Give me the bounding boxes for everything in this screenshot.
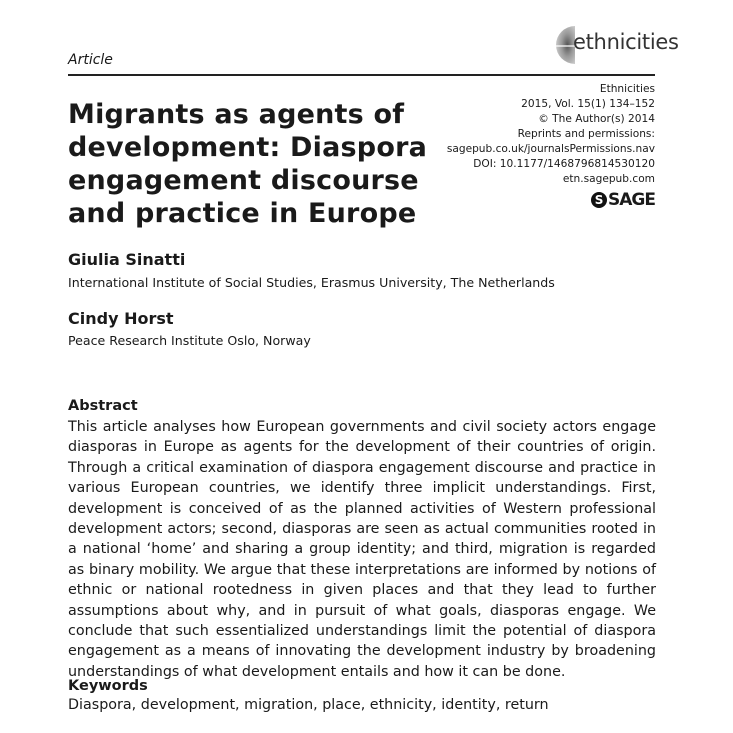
globe-icon xyxy=(556,26,575,64)
author-name: Giulia Sinatti xyxy=(68,250,186,269)
article-type-label: Article xyxy=(68,52,113,68)
publication-meta: Ethnicities 2015, Vol. 15(1) 134–152 © T… xyxy=(447,82,655,187)
doi[interactable]: DOI: 10.1177/1468796814530120 xyxy=(473,158,655,170)
author-name: Cindy Horst xyxy=(68,309,174,328)
copyright: © The Author(s) 2014 xyxy=(538,113,655,125)
author-affiliation: International Institute of Social Studie… xyxy=(68,275,555,290)
header-rule xyxy=(68,74,655,76)
reprints-label: Reprints and permissions: xyxy=(517,128,655,140)
abstract-heading: Abstract xyxy=(68,398,138,414)
sage-logo-text: SAGE xyxy=(608,190,656,210)
keywords-text: Diaspora, development, migration, place,… xyxy=(68,697,549,713)
journal-url[interactable]: etn.sagepub.com xyxy=(562,173,655,185)
sage-s-icon: S xyxy=(591,192,608,208)
permissions-link[interactable]: sagepub.co.uk/journalsPermissions.nav xyxy=(446,143,655,155)
keywords-heading: Keywords xyxy=(68,678,148,694)
journal-name: Ethnicities xyxy=(599,83,655,95)
sage-logo: S SAGE xyxy=(591,190,656,210)
author-affiliation: Peace Research Institute Oslo, Norway xyxy=(68,333,311,348)
volume-info: 2015, Vol. 15(1) 134–152 xyxy=(521,98,655,110)
journal-logo: ethnicities xyxy=(550,22,679,68)
paper-title: Migrants as agents of development: Diasp… xyxy=(68,99,428,229)
journal-logo-text: ethnicities xyxy=(573,30,679,54)
abstract-text: This article analyses how European gover… xyxy=(68,419,656,680)
